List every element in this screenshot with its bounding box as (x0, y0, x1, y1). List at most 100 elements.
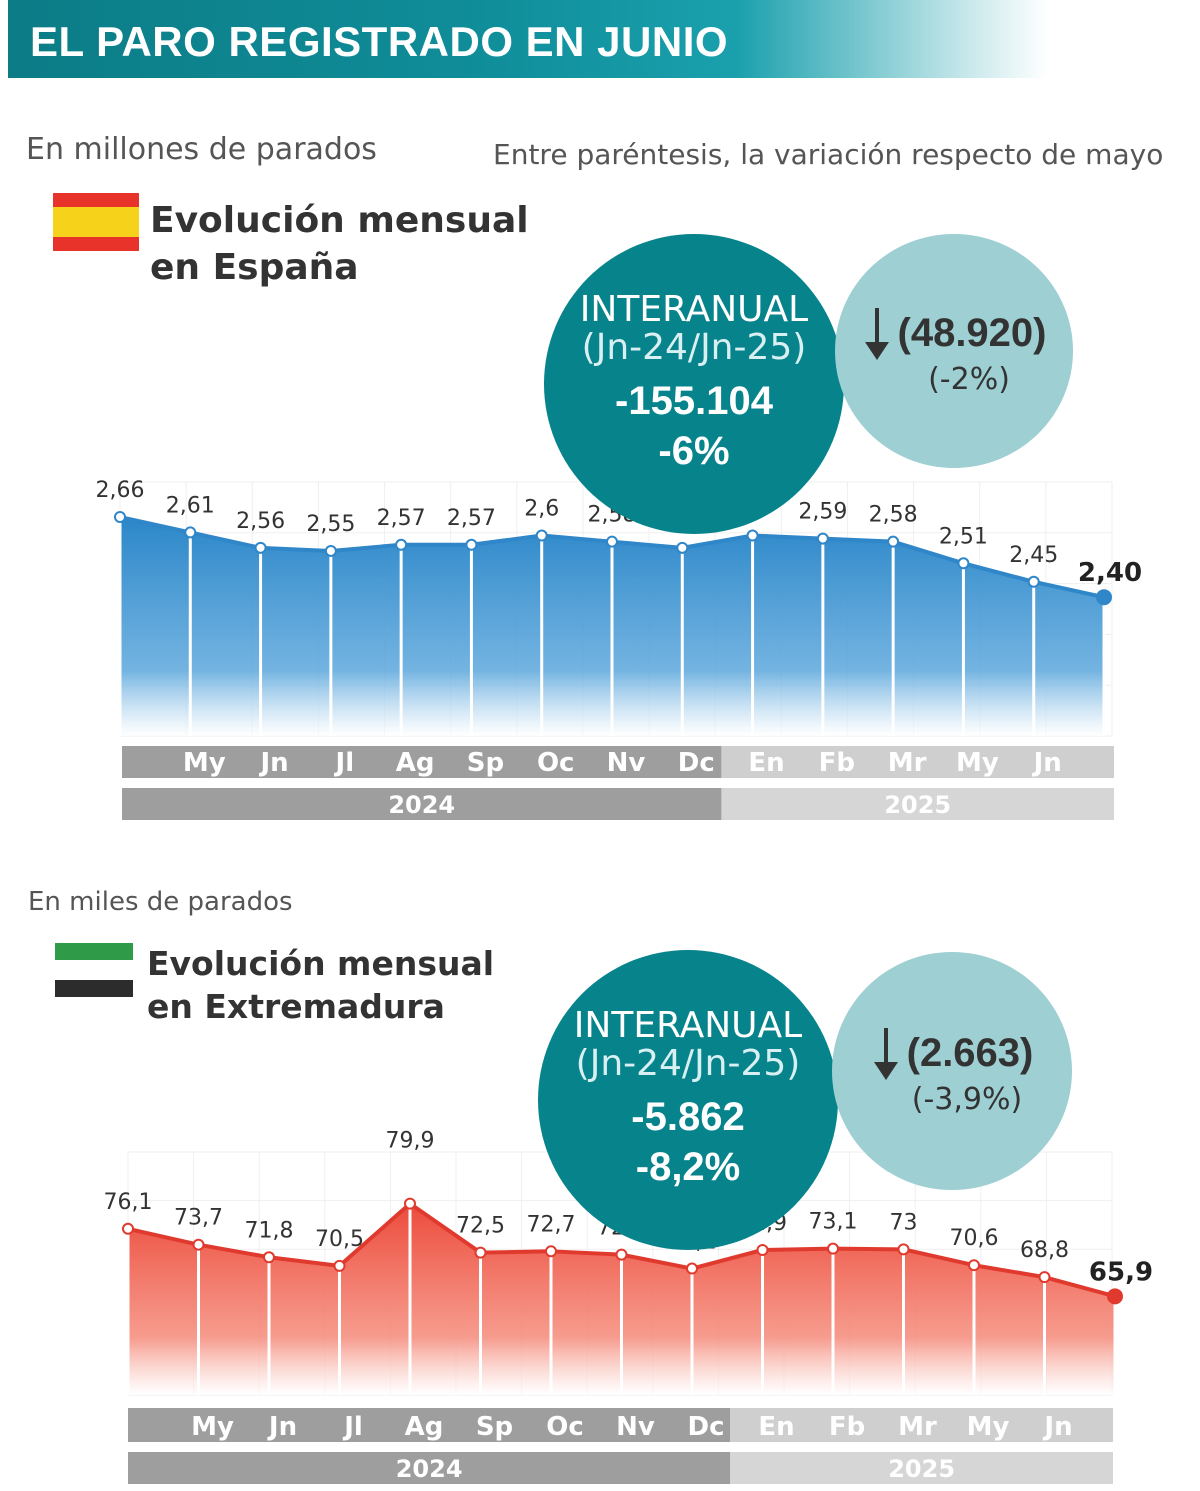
parenthesis-note: Entre paréntesis, la variación respecto … (493, 138, 1164, 171)
extremadura-monthly-circle: (2.663) (-3,9%) (832, 952, 1072, 1190)
month-label: Jn (1042, 1412, 1072, 1442)
spain-title-line1: Evolución mensual (150, 200, 529, 241)
data-label: 79,9 (386, 1129, 435, 1154)
data-label: 2,55 (306, 512, 355, 537)
month-label: Dc (688, 1412, 725, 1442)
data-point (545, 1245, 557, 1258)
data-point (192, 1238, 205, 1251)
data-label: 70,6 (950, 1226, 999, 1251)
month-label: Oc (537, 748, 575, 778)
month-label: Nv (616, 1412, 655, 1442)
spain-section-title: Evolución mensual en España (150, 198, 529, 292)
data-point (324, 544, 337, 557)
extremadura-section-title: Evolución mensual en Extremadura (147, 943, 494, 1029)
year-label-2024: 2024 (396, 1455, 463, 1483)
year-band-2024 (128, 1452, 731, 1484)
month-band-2025 (730, 1408, 1113, 1442)
data-point (1027, 575, 1040, 588)
month-label: Ag (405, 1412, 444, 1442)
arrow-down-icon (873, 1027, 898, 1080)
month-label: Jn (1032, 748, 1062, 778)
data-label: 73,1 (809, 1210, 858, 1235)
month-label: My (191, 1412, 234, 1442)
data-point (184, 526, 197, 539)
data-label: 2,58 (869, 503, 918, 528)
header-banner: EL PARO REGISTRADO EN JUNIO (8, 0, 1048, 78)
year-label-2024: 2024 (388, 791, 455, 819)
data-point (957, 557, 970, 570)
data-point (333, 1259, 346, 1272)
data-label: 70,5 (315, 1227, 364, 1252)
interanual-period: (Jn-24/Jn-25) (581, 327, 807, 368)
data-label: 71,8 (245, 1218, 294, 1243)
data-point (254, 541, 267, 554)
interanual-value: -5.862 (631, 1094, 745, 1139)
month-label: Fb (819, 748, 855, 778)
year-label-2025: 2025 (888, 1455, 955, 1483)
month-band-2025 (721, 746, 1114, 778)
interanual-period: (Jn-24/Jn-25) (575, 1043, 801, 1084)
data-label: 68,8 (1020, 1238, 1069, 1263)
data-point (1096, 589, 1112, 606)
month-label: Jn (267, 1412, 297, 1442)
data-label: 73 (890, 1210, 918, 1235)
month-band-2024 (122, 746, 722, 778)
data-label: 73,7 (174, 1206, 223, 1231)
month-label: Dc (678, 748, 715, 778)
data-label: 2,57 (447, 506, 496, 531)
data-label: 2,51 (939, 524, 988, 549)
year-band-2025 (721, 788, 1114, 820)
extremadura-interanual-circle: INTERANUAL (Jn-24/Jn-25) -5.862 -8,2% (538, 950, 838, 1250)
arrow-down-icon (864, 307, 889, 360)
data-point (1107, 1288, 1123, 1305)
data-label: 65,9 (1089, 1257, 1153, 1287)
month-label: Ag (396, 748, 435, 778)
monthly-value: (2.663) (906, 1031, 1034, 1075)
data-label: 72,7 (527, 1212, 576, 1237)
month-label: Nv (607, 748, 646, 778)
data-label: 2,56 (236, 509, 285, 534)
month-label: Jl (342, 1412, 363, 1442)
month-label: My (183, 748, 226, 778)
data-label: 2,40 (1078, 558, 1142, 588)
data-point (606, 535, 618, 548)
interanual-value: -155.104 (615, 378, 773, 423)
data-point (686, 1262, 698, 1275)
data-label: 2,59 (798, 500, 847, 525)
spain-flag-icon (53, 193, 139, 251)
year-band-2024 (122, 788, 722, 820)
month-band-2024 (128, 1408, 731, 1442)
data-point (756, 1243, 769, 1256)
extremadura-title-line2: en Extremadura (147, 986, 445, 1026)
data-point (1038, 1271, 1051, 1284)
month-label: Sp (467, 748, 504, 778)
spain-monthly-circle: (48.920) (-2%) (835, 234, 1073, 468)
month-label: Jn (258, 748, 288, 778)
extremadura-title-line1: Evolución mensual (147, 944, 495, 983)
data-label: 2,66 (96, 478, 145, 503)
month-label: Mr (888, 748, 927, 778)
interanual-pct: -8,2% (635, 1144, 741, 1189)
data-point (535, 529, 548, 542)
data-point (816, 532, 829, 545)
data-point (887, 535, 900, 548)
data-point (263, 1251, 275, 1264)
month-label: Oc (546, 1412, 584, 1442)
interanual-title: INTERANUAL (579, 289, 809, 331)
month-label: My (967, 1412, 1010, 1442)
unit-note-extremadura: En miles de parados (28, 887, 293, 917)
spain-interanual-circle: INTERANUAL (Jn-24/Jn-25) -155.104 -6% (544, 234, 844, 534)
data-point (827, 1242, 839, 1255)
data-label: 2,6 (524, 497, 559, 522)
month-label: Mr (898, 1412, 937, 1442)
data-point (114, 511, 126, 524)
year-label-2025: 2025 (884, 791, 951, 819)
extremadura-flag-icon (55, 943, 133, 997)
data-label: 2,57 (377, 506, 426, 531)
data-point (404, 1197, 416, 1210)
year-band-2025 (730, 1452, 1113, 1484)
data-point (395, 538, 408, 551)
data-point (676, 541, 689, 554)
month-label: My (956, 748, 999, 778)
